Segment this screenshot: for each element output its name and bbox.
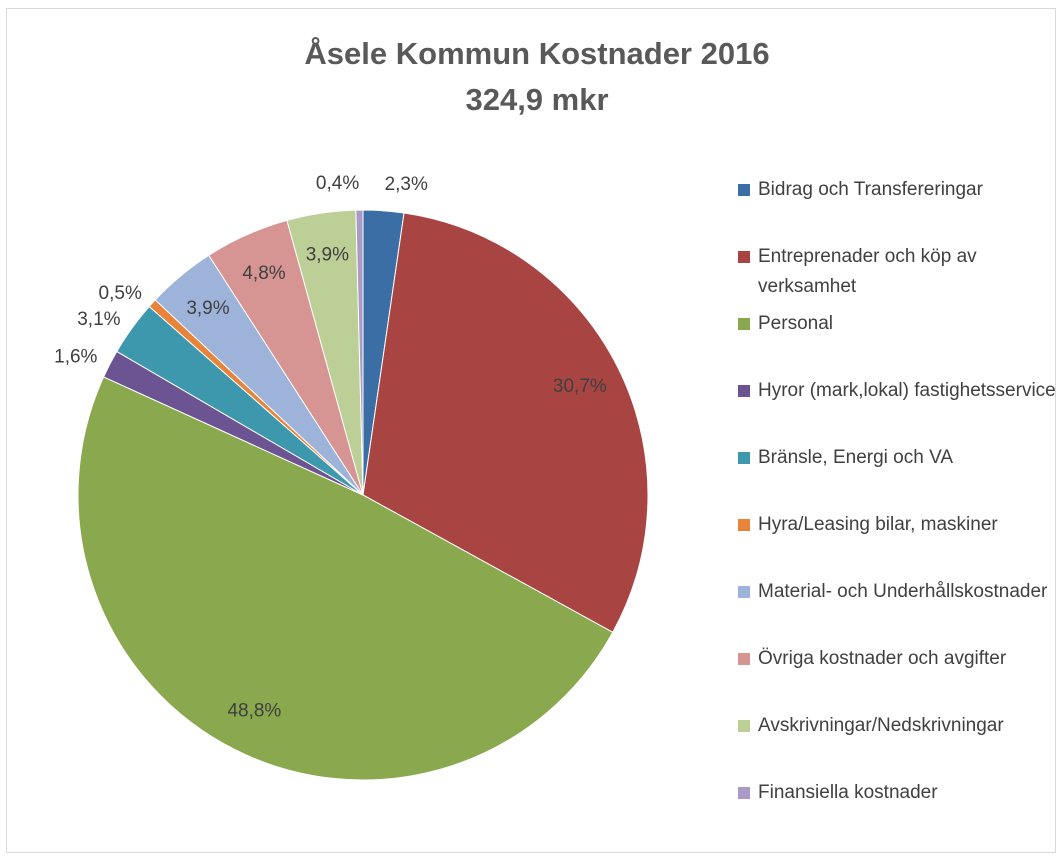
pie-slice xyxy=(362,212,649,633)
legend-label: Finansiella kostnader xyxy=(758,782,938,803)
legend-label: Entreprenader och köp av verksamhet xyxy=(758,246,977,297)
data-label: 3,1% xyxy=(77,309,120,330)
legend-label: Avskrivningar/Nedskrivningar xyxy=(758,715,1004,736)
legend-swatch xyxy=(738,787,750,799)
data-label: 2,3% xyxy=(385,174,428,195)
pie-slice xyxy=(355,209,364,496)
legend-label: Bidrag och Transfereringar xyxy=(758,179,983,200)
legend-label: Bränsle, Energi och VA xyxy=(758,447,954,468)
legend-label: Personal xyxy=(758,313,833,334)
data-label: 4,8% xyxy=(242,263,285,284)
legend-swatch xyxy=(738,720,750,732)
legend-swatch xyxy=(738,318,750,330)
legend-label: Material- och Underhållskostnader xyxy=(758,581,1048,602)
data-label: 1,6% xyxy=(54,347,97,368)
chart-frame xyxy=(6,8,1056,853)
legend-label: Hyra/Leasing bilar, maskiner xyxy=(758,514,998,535)
legend-swatch xyxy=(738,251,750,263)
chart-subtitle: 324,9 mkr xyxy=(465,82,608,117)
data-label: 3,9% xyxy=(306,244,349,265)
data-label: 48,8% xyxy=(227,701,281,722)
legend-swatch xyxy=(738,184,750,196)
legend-swatch xyxy=(738,519,750,531)
legend-label: Hyror (mark,lokal) fastighetsservice xyxy=(758,380,1056,401)
data-label: 0,4% xyxy=(316,173,359,194)
legend-swatch xyxy=(738,586,750,598)
data-label: 3,9% xyxy=(186,298,229,319)
chart-title: Åsele Kommun Kostnader 2016 xyxy=(304,36,769,71)
pie-slice xyxy=(77,376,614,781)
data-label: 30,7% xyxy=(553,376,607,397)
legend-swatch xyxy=(738,385,750,397)
legend-label: Övriga kostnader och avgifter xyxy=(758,648,1007,669)
data-label: 0,5% xyxy=(99,283,142,304)
legend-swatch xyxy=(738,653,750,665)
legend-swatch xyxy=(738,452,750,464)
